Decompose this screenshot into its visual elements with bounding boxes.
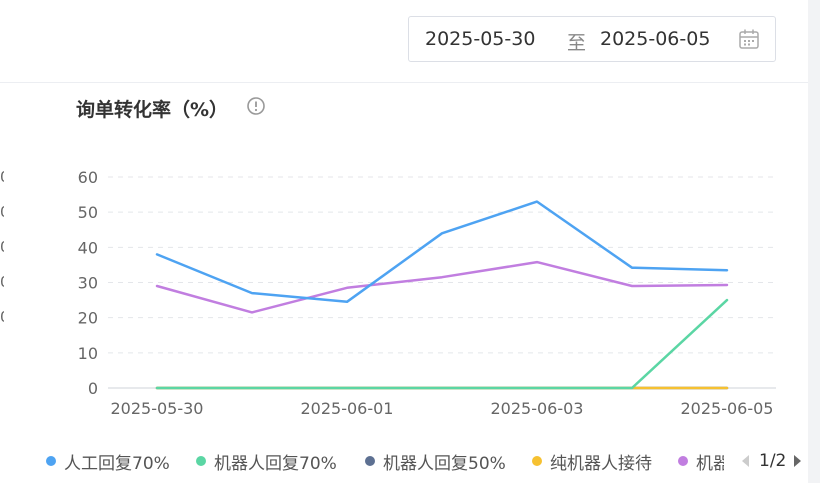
legend-label: 机器人回复70%	[214, 453, 337, 474]
y-tick-label: 30	[78, 274, 98, 293]
clipped-tick: 0	[0, 308, 4, 322]
clipped-tick: 0	[0, 273, 4, 287]
scroll-gutter	[808, 0, 820, 483]
legend-item[interactable]: 人工回复70%	[46, 448, 170, 474]
series-line	[155, 260, 729, 314]
series-line	[155, 200, 729, 304]
conversion-rate-chart: 0 10 20 30 40 50 60 2025-05-30 2025-06-01 2025-06…	[78, 168, 776, 418]
legend-dot	[46, 456, 56, 466]
legend-item[interactable]: 纯机器人接待	[532, 448, 652, 474]
x-tick-label: 2025-06-03	[491, 399, 584, 418]
date-range-separator: 至	[567, 32, 587, 54]
y-tick-label: 60	[78, 168, 98, 187]
x-tick-label: 2025-06-05	[681, 399, 774, 418]
y-tick-label: 10	[78, 344, 98, 363]
legend-label: 人工回复70%	[64, 453, 170, 474]
legend-item[interactable]: 机器人回复50%	[365, 448, 506, 474]
clipped-tick: 0	[0, 203, 4, 217]
legend-dot	[532, 456, 542, 466]
pager-text: 1/2	[759, 451, 787, 471]
chart-title: 询单转化率（%）	[76, 99, 229, 121]
date-end-input[interactable]: 2025-06-05	[600, 28, 711, 50]
legend-overflow-clip: 机器人	[678, 448, 724, 474]
y-tick-label: 20	[78, 309, 98, 328]
y-tick-label: 40	[78, 238, 98, 257]
chart-legend: 人工回复70% 机器人回复70% 机器人回复50% 纯机器人接待 机器人	[0, 448, 808, 474]
y-tick-label: 50	[78, 203, 98, 222]
x-tick-label: 2025-05-30	[111, 399, 204, 418]
legend-label: 机器人	[696, 453, 724, 474]
x-tick-label: 2025-06-01	[301, 399, 394, 418]
legend-item[interactable]: 机器人	[678, 448, 724, 474]
series-line	[155, 298, 729, 390]
info-icon[interactable]	[246, 96, 266, 116]
legend-dot	[678, 456, 688, 466]
legend-pager: 1/2	[742, 448, 802, 474]
clipped-tick: 0	[0, 168, 4, 182]
filter-bar	[0, 0, 808, 83]
calendar-icon[interactable]	[737, 27, 761, 51]
y-tick-label: 0	[88, 379, 98, 398]
clipped-tick: 0	[0, 238, 4, 252]
legend-dot	[196, 456, 206, 466]
legend-dot	[365, 456, 375, 466]
pager-prev-icon[interactable]	[742, 455, 749, 467]
legend-item[interactable]: 机器人回复70%	[196, 448, 337, 474]
legend-label: 机器人回复50%	[383, 453, 506, 474]
pager-next-icon[interactable]	[794, 455, 802, 467]
date-range-picker[interactable]: 2025-05-30 至 2025-06-05	[408, 16, 776, 62]
legend-label: 纯机器人接待	[550, 453, 652, 474]
date-start-input[interactable]: 2025-05-30	[425, 28, 536, 50]
